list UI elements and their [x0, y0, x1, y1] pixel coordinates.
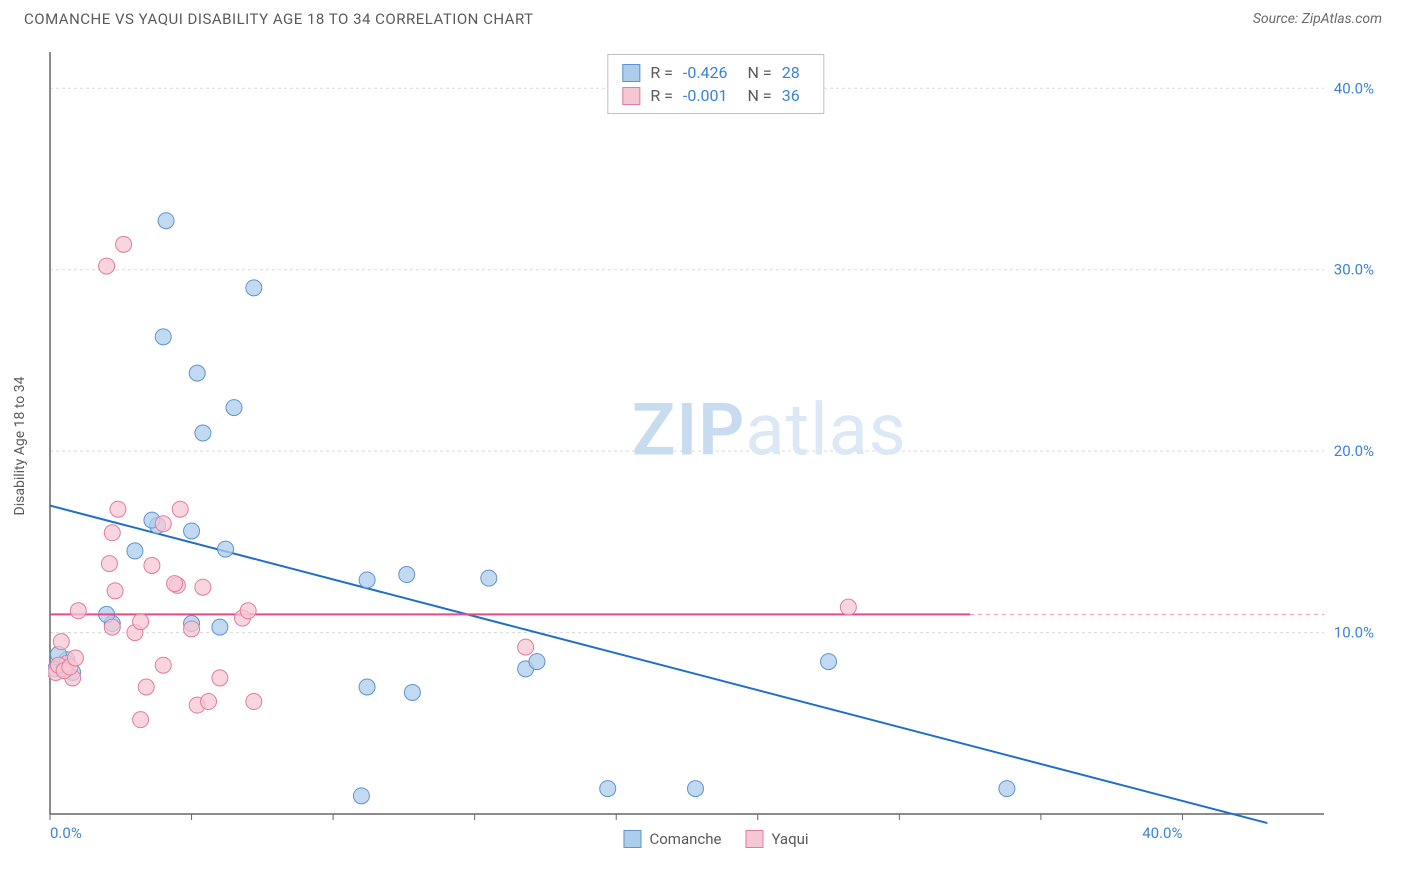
- data-point: [167, 576, 183, 592]
- correlation-legend-row: R = -0.001 N = 36: [622, 84, 809, 107]
- data-point: [821, 654, 837, 670]
- y-tick-label: 30.0%: [1334, 261, 1374, 279]
- data-point: [359, 679, 375, 695]
- data-point: [246, 694, 262, 710]
- data-point: [240, 603, 256, 619]
- data-point: [600, 781, 616, 797]
- data-point: [155, 329, 171, 345]
- data-point: [138, 679, 154, 695]
- data-point: [212, 670, 228, 686]
- data-point: [184, 523, 200, 539]
- scatter-plot: 0.0% 40.0% 10.0% 20.0% 30.0% 40.0%: [48, 46, 1384, 846]
- n-value: 28: [782, 63, 800, 82]
- x-tick-label: 0.0%: [50, 824, 82, 842]
- data-point: [246, 280, 262, 296]
- legend-swatch: [623, 830, 641, 848]
- data-point: [155, 657, 171, 673]
- data-point: [53, 634, 69, 650]
- data-point: [155, 516, 171, 532]
- data-point: [529, 654, 545, 670]
- y-axis-label: Disability Age 18 to 34: [12, 377, 28, 516]
- data-point: [101, 556, 117, 572]
- data-point: [133, 712, 149, 728]
- chart-header: COMANCHE VS YAQUI DISABILITY AGE 18 TO 3…: [0, 0, 1406, 36]
- series-legend-item: Comanche: [623, 830, 721, 848]
- data-point: [184, 621, 200, 637]
- data-point: [70, 603, 86, 619]
- n-label: N =: [748, 63, 772, 82]
- y-tick-label: 20.0%: [1334, 442, 1374, 460]
- data-point: [144, 557, 160, 573]
- chart-title: COMANCHE VS YAQUI DISABILITY AGE 18 TO 3…: [24, 10, 534, 28]
- data-point: [999, 781, 1015, 797]
- series-legend-item: Yaqui: [745, 830, 808, 848]
- data-point: [359, 572, 375, 588]
- series-legend: Comanche Yaqui: [623, 830, 808, 848]
- chart-source: Source: ZipAtlas.com: [1253, 11, 1382, 27]
- chart-container: Disability Age 18 to 34 ZIPatlas 0.0%40.…: [48, 46, 1384, 846]
- data-point: [116, 236, 132, 252]
- data-point: [218, 541, 234, 557]
- data-point: [127, 543, 143, 559]
- r-value: -0.426: [683, 63, 728, 82]
- y-tick-label: 10.0%: [1334, 624, 1374, 642]
- data-point: [687, 781, 703, 797]
- data-point: [201, 694, 217, 710]
- data-point: [353, 788, 369, 804]
- data-point: [104, 525, 120, 541]
- data-point: [195, 579, 211, 595]
- data-point: [404, 684, 420, 700]
- legend-swatch: [622, 64, 640, 82]
- x-tick-label: 40.0%: [1142, 824, 1182, 842]
- legend-swatch: [745, 830, 763, 848]
- data-point: [99, 258, 115, 274]
- data-point: [399, 567, 415, 583]
- data-point: [518, 639, 534, 655]
- data-point: [840, 599, 856, 615]
- y-tick-label: 40.0%: [1334, 79, 1374, 97]
- r-value: -0.001: [683, 86, 728, 105]
- data-point: [107, 583, 123, 599]
- r-label: R =: [650, 86, 673, 105]
- correlation-legend: R = -0.426 N = 28 R = -0.001 N = 36: [607, 54, 824, 114]
- data-point: [133, 614, 149, 630]
- data-point: [158, 213, 174, 229]
- series-name: Comanche: [649, 830, 721, 848]
- series-name: Yaqui: [771, 830, 808, 848]
- n-value: 36: [782, 86, 800, 105]
- legend-swatch: [622, 87, 640, 105]
- n-label: N =: [748, 86, 772, 105]
- data-point: [195, 425, 211, 441]
- data-point: [67, 650, 83, 666]
- data-point: [226, 400, 242, 416]
- data-point: [110, 501, 126, 517]
- data-point: [172, 501, 188, 517]
- data-point: [189, 365, 205, 381]
- data-point: [481, 570, 497, 586]
- data-point: [212, 619, 228, 635]
- r-label: R =: [650, 63, 673, 82]
- data-point: [104, 619, 120, 635]
- correlation-legend-row: R = -0.426 N = 28: [622, 61, 809, 84]
